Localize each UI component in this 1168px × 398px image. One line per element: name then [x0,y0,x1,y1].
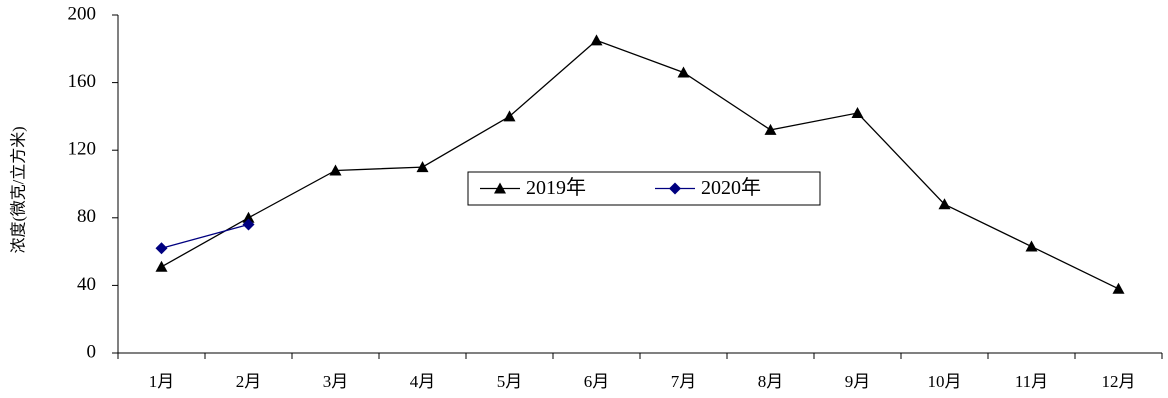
marker [416,161,429,173]
marker [764,123,777,135]
x-tick-label: 5月 [497,372,523,391]
x-tick-label: 11月 [1015,372,1048,391]
x-tick-label: 1月 [149,372,175,391]
y-tick-label: 120 [68,139,97,160]
x-tick-label: 6月 [584,372,610,391]
x-tick-label: 7月 [671,372,697,391]
x-tick-label: 12月 [1102,372,1136,391]
y-tick-label: 200 [68,3,97,24]
y-tick-label: 40 [77,274,96,295]
legend-label: 2020年 [701,176,761,199]
series-line [161,39,1119,290]
marker [503,110,516,122]
marker [1112,282,1125,294]
series-line [161,223,249,249]
marker [155,242,168,255]
x-tick-label: 10月 [928,372,962,391]
marker [851,107,864,119]
marker [938,198,951,210]
y-tick-label: 80 [77,206,96,227]
marker [242,218,255,231]
y-axis-label: 浓度(微克/立方米) [10,126,28,253]
x-tick-label: 9月 [845,372,871,391]
x-tick-label: 2月 [236,372,262,391]
legend-label: 2019年 [526,176,586,199]
marker [677,66,690,78]
x-tick-label: 8月 [758,372,784,391]
marker [242,211,255,223]
y-tick-label: 0 [87,341,97,362]
marker [329,164,342,176]
marker [155,260,168,272]
legend-marker [494,182,506,194]
marker [1025,240,1038,252]
y-tick-label: 160 [68,71,97,92]
legend-marker [669,182,681,195]
x-tick-label: 4月 [410,372,436,391]
legend-box [467,171,821,206]
x-tick-label: 3月 [323,372,349,391]
marker [590,34,603,46]
